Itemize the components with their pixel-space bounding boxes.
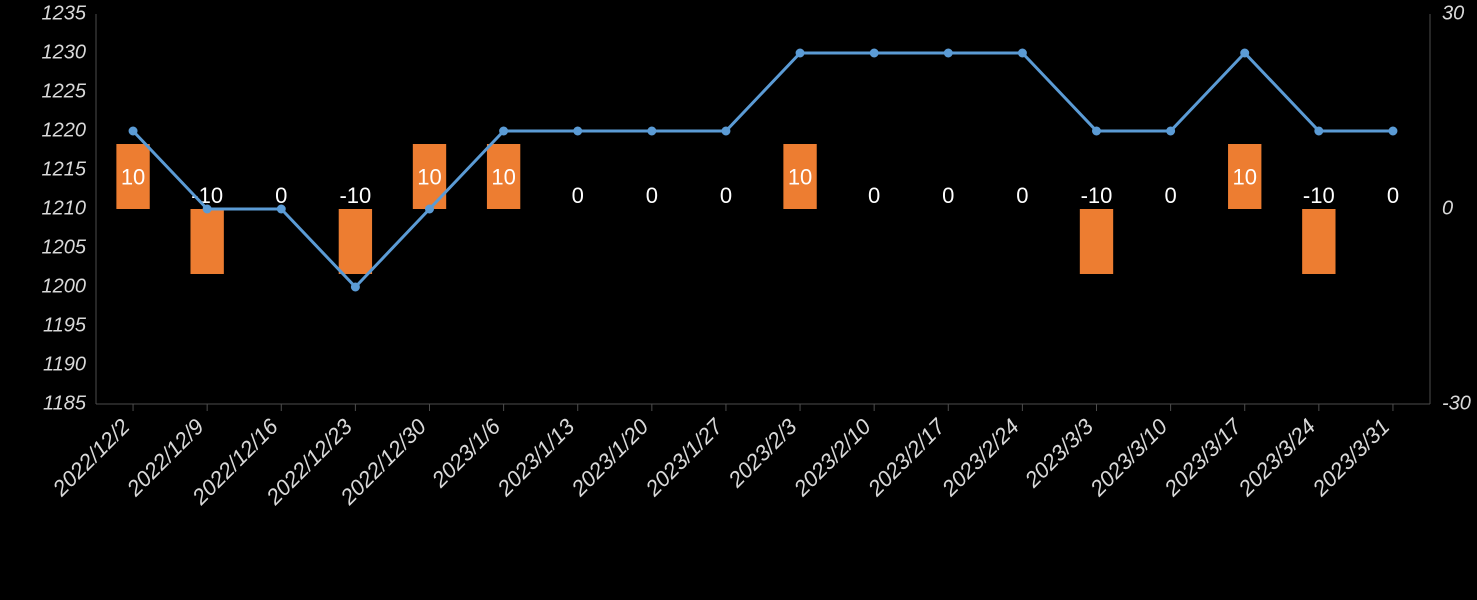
chart-container: { "chart": { "type": "combo-bar-line", "… bbox=[0, 0, 1477, 600]
bar-value-label: 10 bbox=[417, 164, 441, 189]
bar-value-label: -10 bbox=[339, 183, 371, 208]
y-right-tick-label: 0 bbox=[1442, 197, 1453, 219]
y-left-tick-label: 1235 bbox=[42, 2, 87, 24]
line-marker bbox=[574, 127, 582, 135]
y-left-tick-label: 1220 bbox=[42, 119, 87, 141]
y-left-tick-label: 1195 bbox=[43, 314, 87, 336]
line-marker bbox=[1389, 127, 1397, 135]
x-tick-label: 2023/1/20 bbox=[566, 413, 654, 501]
y-left-tick-label: 1210 bbox=[42, 197, 87, 219]
y-left-tick-label: 1190 bbox=[43, 353, 86, 375]
x-tick-label: 2023/2/17 bbox=[862, 413, 950, 501]
y-left-tick-label: 1230 bbox=[42, 41, 87, 63]
bar-value-label: -10 bbox=[1303, 183, 1335, 208]
y-left-tick-label: 1215 bbox=[42, 158, 87, 180]
bar-value-label: 10 bbox=[491, 164, 515, 189]
y-right-tick-label: 30 bbox=[1442, 2, 1464, 24]
line-marker bbox=[1093, 127, 1101, 135]
line-marker bbox=[648, 127, 656, 135]
x-tick-label: 2023/3/24 bbox=[1233, 414, 1321, 502]
line-marker bbox=[277, 205, 285, 213]
bar-value-label: 0 bbox=[572, 183, 584, 208]
x-tick-label: 2023/1/27 bbox=[640, 413, 728, 501]
bar-value-label: 0 bbox=[868, 183, 880, 208]
x-tick-label: 2023/2/24 bbox=[936, 414, 1024, 502]
bar-value-label: 0 bbox=[646, 183, 658, 208]
bar-value-label: 10 bbox=[788, 164, 812, 189]
y-right-tick-label: -30 bbox=[1442, 392, 1471, 414]
bar-value-label: 10 bbox=[121, 164, 145, 189]
line-marker bbox=[1167, 127, 1175, 135]
line-marker bbox=[944, 49, 952, 57]
bar-value-label: 0 bbox=[1164, 183, 1176, 208]
line-marker bbox=[500, 127, 508, 135]
x-tick-label: 2022/12/2 bbox=[47, 414, 135, 502]
line-marker bbox=[870, 49, 878, 57]
bar-value-label: 0 bbox=[1387, 183, 1399, 208]
line-marker bbox=[426, 205, 434, 213]
line-marker bbox=[203, 205, 211, 213]
x-tick-label: 2023/3/31 bbox=[1307, 414, 1395, 502]
line-marker bbox=[129, 127, 137, 135]
bar bbox=[190, 209, 223, 274]
bar-value-label: 0 bbox=[942, 183, 954, 208]
x-tick-label: 2023/1/13 bbox=[492, 413, 580, 501]
line-marker bbox=[1018, 49, 1026, 57]
bar-value-label: 0 bbox=[1016, 183, 1028, 208]
bar-value-label: -10 bbox=[1081, 183, 1113, 208]
line-marker bbox=[1241, 49, 1249, 57]
line-marker bbox=[722, 127, 730, 135]
line-marker bbox=[1315, 127, 1323, 135]
chart-svg: 1185 1190 1195 1200 1205 1210 1215 1220 1225 1230… bbox=[0, 0, 1477, 600]
bar-value-label: 0 bbox=[275, 183, 287, 208]
line-marker bbox=[351, 283, 359, 291]
bar bbox=[1080, 209, 1113, 274]
x-tick-label: 2023/3/17 bbox=[1159, 413, 1247, 501]
line-series bbox=[133, 53, 1393, 287]
x-tick-label: 2023/3/10 bbox=[1085, 413, 1173, 501]
bar bbox=[1302, 209, 1335, 274]
y-left-tick-label: 1185 bbox=[43, 392, 87, 414]
line-marker bbox=[796, 49, 804, 57]
y-left-tick-label: 1200 bbox=[42, 275, 87, 297]
y-left-tick-label: 1225 bbox=[42, 80, 87, 102]
bar bbox=[339, 209, 372, 274]
y-left-tick-label: 1205 bbox=[42, 236, 87, 258]
bar-value-label: 0 bbox=[720, 183, 732, 208]
bar-value-label: 10 bbox=[1232, 164, 1256, 189]
x-tick-label: 2023/2/10 bbox=[788, 413, 876, 501]
